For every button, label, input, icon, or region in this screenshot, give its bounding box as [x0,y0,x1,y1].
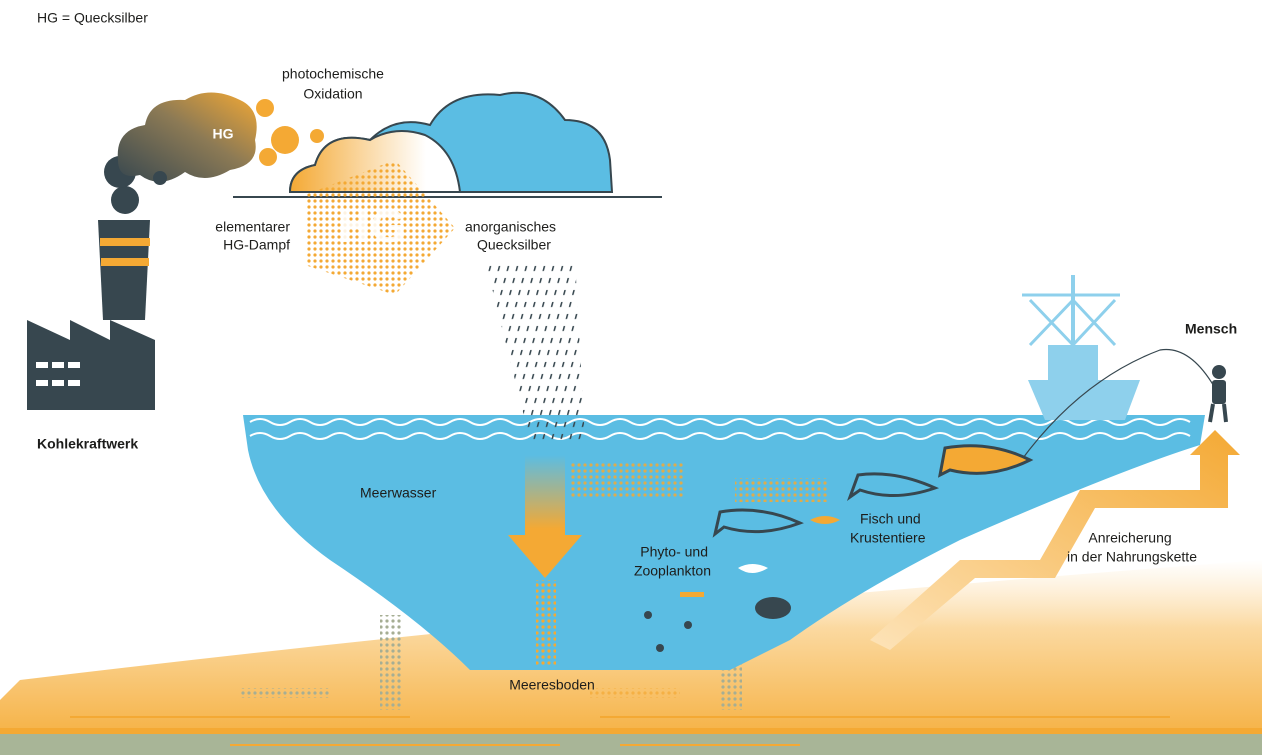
sediment-arrow [240,688,330,698]
label: Krustentiere [850,530,926,546]
boat [1022,275,1140,420]
windows [36,362,80,386]
smoke-label: HG [213,126,234,142]
label: elementarer [215,219,290,235]
legend: HG = Quecksilber [37,10,148,26]
label: anorganisches [465,219,556,235]
label: in der Nahrungskette [1067,549,1197,565]
label: Quecksilber [477,237,551,253]
arrow-hg: HG [338,200,407,252]
label: HG-Dampf [223,237,290,253]
fisherman [1019,348,1228,463]
label: Oxidation [303,86,362,102]
rain [485,260,585,440]
current-arrow [735,478,827,502]
cloud-front [288,130,462,193]
label: photochemische [282,66,384,82]
label: Phyto- und [640,544,708,560]
power-plant [27,156,155,410]
sea [243,415,1205,670]
label: Meeresboden [509,677,595,693]
smoke [117,92,257,182]
label: Mensch [1185,321,1237,337]
waves [249,418,1191,440]
sinking-arrow-dots [536,580,556,665]
enrichment-arrow [870,430,1240,650]
chimney-stripe [101,258,149,266]
label: Anreicherung [1088,530,1171,546]
sinking-arrow [508,455,582,578]
label: Kohlekraftwerk [37,436,138,452]
upward-arrow [380,615,402,710]
sediment-lines [70,716,1170,746]
vapor-arrow [305,160,455,295]
label: Fisch und [860,511,921,527]
fish [644,444,1034,652]
ground-line [0,728,1262,734]
sediment-arrow [590,688,680,698]
chimney-stripe [100,238,150,246]
smoke-puffs [153,99,324,185]
label: Meerwasser [360,485,437,501]
current-arrow [570,462,685,498]
label: Zooplankton [634,563,711,579]
